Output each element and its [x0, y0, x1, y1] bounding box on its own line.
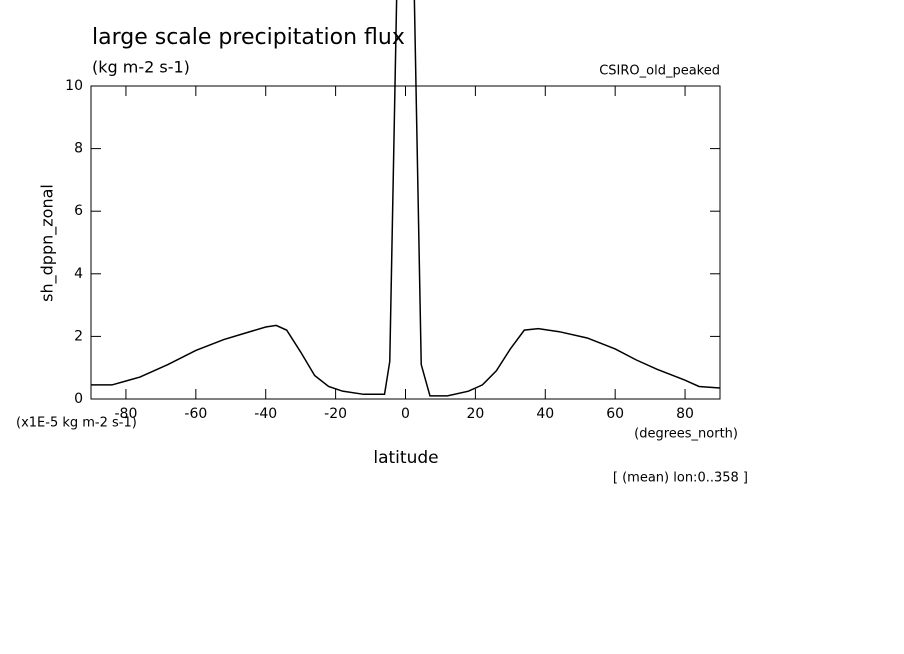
- y-tick-label: 10: [65, 78, 83, 94]
- y-tick-label: 2: [74, 328, 83, 344]
- x-tick-label: -80: [115, 406, 138, 422]
- x-tick-label: -40: [254, 406, 277, 422]
- plot-frame: [90, 85, 721, 400]
- x-units: (degrees_north): [634, 427, 738, 442]
- y-tick-label: 8: [74, 141, 83, 157]
- x-tick-label: 0: [401, 406, 410, 422]
- x-tick-label: 20: [466, 406, 484, 422]
- y-tick-label: 4: [74, 266, 83, 282]
- y-tick-label: 0: [74, 391, 83, 407]
- chart-title: large scale precipitation flux: [92, 25, 405, 50]
- y-tick-label: 6: [74, 203, 83, 219]
- note: [ (mean) lon:0..358 ]: [613, 471, 748, 486]
- x-axis-label: latitude: [373, 448, 438, 468]
- x-tick-label: 60: [606, 406, 624, 422]
- y-axis-label: sh_dppn_zonal: [38, 184, 58, 302]
- data-line: [91, 0, 721, 397]
- dataset-label: CSIRO_old_peaked: [599, 64, 720, 79]
- x-tick-label: 40: [536, 406, 554, 422]
- y-units: (x1E-5 kg m-2 s-1): [16, 416, 137, 431]
- chart-subtitle: (kg m-2 s-1): [92, 58, 190, 77]
- x-tick-label: -60: [184, 406, 207, 422]
- x-tick-label: 80: [676, 406, 694, 422]
- x-tick-label: -20: [324, 406, 347, 422]
